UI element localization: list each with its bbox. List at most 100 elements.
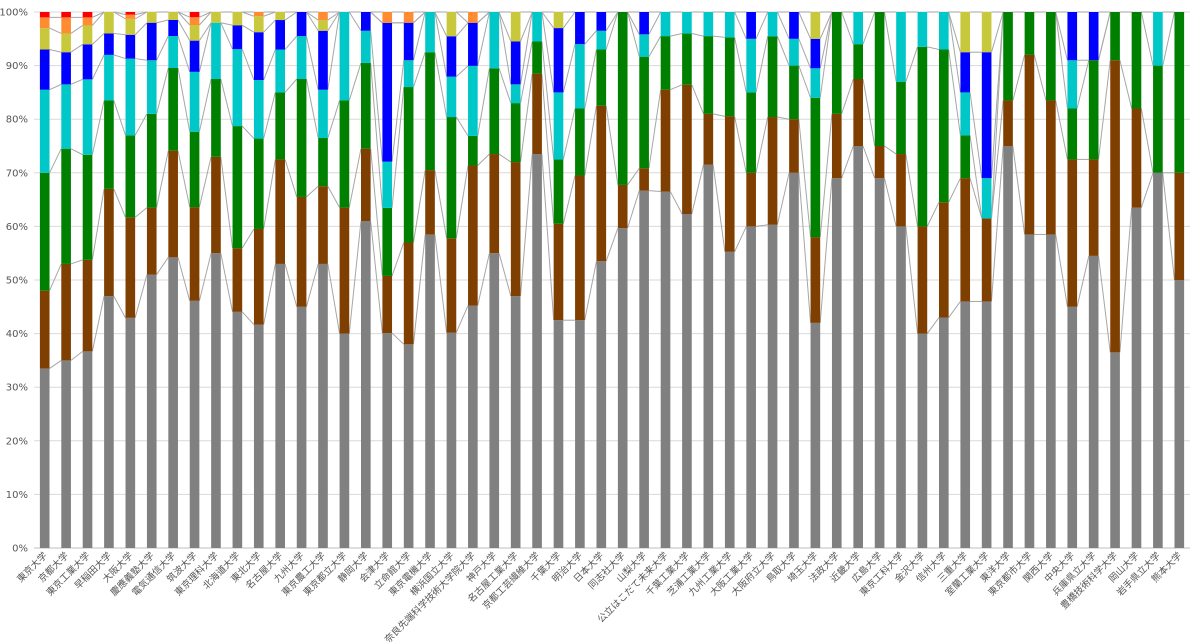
y-tick-label: 50% — [6, 276, 28, 287]
series-connector — [841, 145, 854, 179]
bar-segment — [575, 175, 585, 321]
series-connector — [177, 257, 191, 301]
series-connector — [477, 11, 490, 66]
bar-segment — [896, 12, 906, 82]
series-connector — [519, 73, 533, 163]
series-connector — [241, 311, 255, 326]
bar-segment — [532, 73, 542, 155]
series-connector — [905, 226, 919, 334]
series-connector — [49, 359, 62, 369]
bar-segment — [703, 12, 714, 37]
bar-segment — [468, 12, 478, 23]
series-connector — [498, 253, 512, 297]
y-tick-label: 0% — [12, 544, 28, 555]
bar-segment — [660, 191, 671, 548]
series-connector — [584, 30, 597, 45]
bar-segment — [382, 22, 393, 162]
series-connector — [605, 227, 619, 262]
bar-segment — [403, 344, 414, 548]
bar-segment — [232, 311, 243, 548]
bar-segment — [789, 65, 799, 120]
bar-segment — [553, 320, 564, 548]
bar-segment — [39, 172, 50, 291]
bar-segment — [82, 17, 93, 26]
bar-segment — [168, 36, 178, 68]
bar-segment — [211, 156, 221, 254]
series-connector — [541, 154, 555, 321]
bar-segment — [553, 92, 564, 160]
series-connector — [477, 11, 490, 24]
y-tick-label: 90% — [6, 61, 28, 72]
bar-segment — [489, 12, 500, 69]
bar-segment — [1067, 108, 1078, 160]
bars — [39, 12, 1185, 549]
series-connector — [1097, 11, 1111, 61]
y-tick-label: 10% — [6, 490, 28, 501]
bar-segment — [146, 60, 157, 114]
bar-segment — [318, 137, 328, 187]
bar-segment — [553, 223, 564, 321]
series-connector — [348, 62, 362, 101]
bar-segment — [253, 12, 264, 17]
series-connector — [70, 350, 84, 361]
series-connector — [70, 148, 83, 156]
series-connector — [348, 220, 362, 334]
series-connector — [498, 11, 512, 85]
series-connector — [370, 148, 383, 276]
series-connector — [519, 153, 533, 297]
series-connector — [177, 67, 191, 132]
series-connector — [434, 11, 448, 77]
bar-segment — [318, 20, 328, 31]
series-connector — [49, 27, 62, 34]
series-connector — [605, 105, 619, 185]
series-connector — [1162, 11, 1175, 66]
bar-segment — [746, 172, 756, 227]
series-connector — [1140, 108, 1154, 173]
bar-segment — [746, 226, 756, 548]
series-connector — [327, 100, 341, 139]
bar-segment — [682, 214, 692, 548]
bar-segment — [61, 12, 71, 18]
series-connector — [819, 113, 833, 238]
series-connector — [541, 11, 555, 29]
series-connector — [1140, 11, 1154, 66]
bar-segment — [553, 12, 564, 29]
bar-segment — [596, 30, 607, 50]
bar-segment — [1024, 234, 1035, 548]
series-connector — [713, 113, 726, 117]
series-connector — [113, 54, 126, 60]
series-connector — [199, 11, 212, 18]
series-connector — [969, 135, 983, 219]
bar-segment — [125, 58, 136, 136]
series-connector — [91, 188, 105, 260]
series-connector — [798, 119, 812, 238]
x-axis-ticks: 東京大学京都大学東京工業大学早稲田大学大阪大学慶應義塾大学電気通信大学筑波大学東… — [14, 550, 1184, 642]
bar-segment — [61, 17, 71, 34]
bar-segment — [189, 300, 200, 548]
bar-segment — [146, 274, 157, 548]
bar-segment — [810, 237, 821, 323]
series-connector — [562, 175, 576, 224]
bar-segment — [917, 226, 928, 334]
bar-segment — [446, 117, 457, 239]
series-connector — [670, 33, 683, 37]
bar-segment — [82, 351, 93, 548]
bar-segment — [789, 172, 799, 549]
bar-segment — [61, 148, 71, 264]
bar-segment — [403, 22, 414, 61]
series-connector — [134, 274, 148, 318]
series-connector — [755, 116, 769, 173]
bar-segment — [1067, 159, 1078, 307]
bar-segment — [917, 46, 928, 227]
bar-segment — [296, 306, 307, 548]
bar-segment — [1088, 60, 1099, 160]
series-connector — [134, 207, 148, 218]
series-connector — [627, 11, 640, 35]
series-connector — [284, 35, 298, 50]
series-connector — [776, 172, 790, 225]
series-connector — [177, 11, 191, 26]
series-connector — [284, 263, 298, 307]
bar-segment — [425, 12, 435, 53]
bar-segment — [168, 12, 178, 20]
